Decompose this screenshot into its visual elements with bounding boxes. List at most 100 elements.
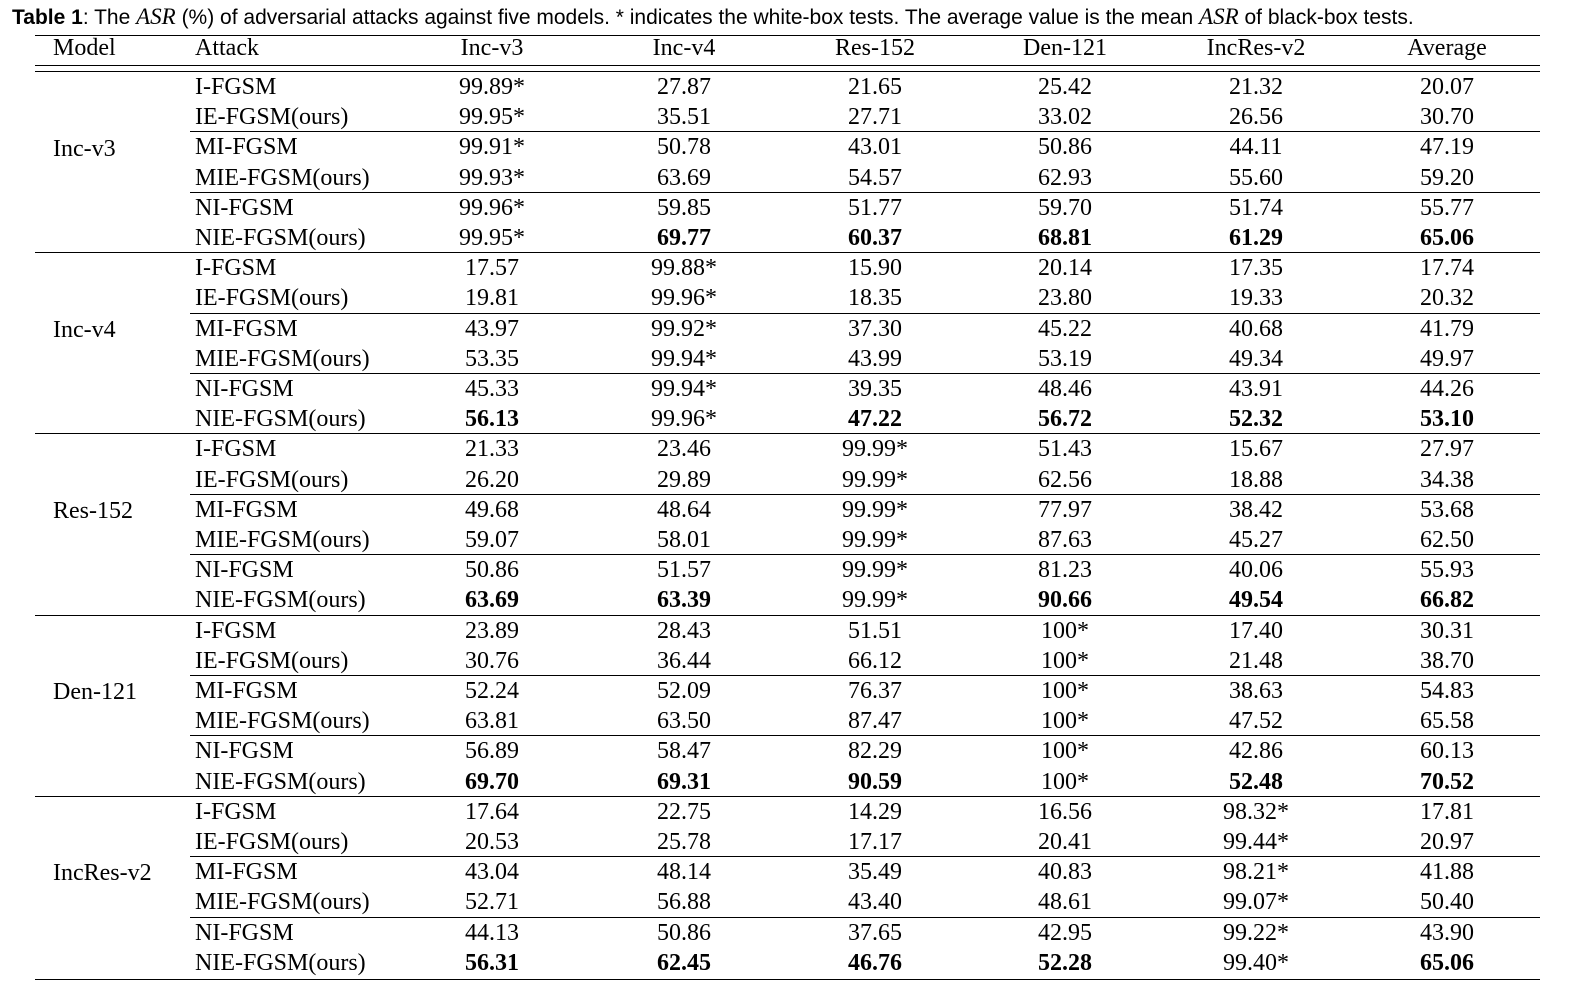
value-cell: 52.09 <box>657 678 711 704</box>
value-cell: 52.71 <box>465 889 519 916</box>
value-cell: 47.52 <box>1229 708 1283 735</box>
value-cell: 34.38 <box>1420 466 1474 493</box>
attack-label: NIE-FGSM(ours) <box>195 225 366 251</box>
value-cell: 98.21* <box>1223 859 1289 886</box>
subgroup-rule <box>190 916 1540 918</box>
value-cell: 43.90 <box>1420 919 1474 946</box>
attack-label: I-FGSM <box>195 617 277 644</box>
value-cell: 70.52 <box>1420 768 1474 795</box>
value-cell: 23.80 <box>1038 285 1092 312</box>
value-cell: 61.29 <box>1229 225 1283 251</box>
group-rule <box>35 433 1540 435</box>
value-cell: 51.57 <box>657 557 711 584</box>
value-cell: 48.61 <box>1038 889 1092 916</box>
value-cell: 17.74 <box>1420 255 1474 282</box>
value-cell: 21.33 <box>465 436 519 463</box>
value-cell: 51.43 <box>1038 436 1092 463</box>
caption-part: of black-box tests. <box>1238 6 1414 29</box>
attack-label: NIE-FGSM(ours) <box>195 406 366 433</box>
value-cell: 99.99* <box>842 496 908 523</box>
value-cell: 27.71 <box>848 104 902 131</box>
value-cell: 62.50 <box>1420 527 1474 553</box>
value-cell: 99.94* <box>651 376 717 402</box>
group-rule <box>35 614 1540 616</box>
value-cell: 100* <box>1041 647 1089 674</box>
value-cell: 20.41 <box>1038 829 1092 855</box>
value-cell: 62.56 <box>1038 466 1092 493</box>
value-cell: 99.99* <box>842 436 908 463</box>
attack-label: MI-FGSM <box>195 134 298 161</box>
value-cell: 47.19 <box>1420 134 1474 161</box>
value-cell: 63.69 <box>465 587 519 614</box>
value-cell: 99.91* <box>459 134 525 161</box>
value-cell: 51.51 <box>848 617 902 644</box>
attack-label: I-FGSM <box>195 255 277 282</box>
value-cell: 56.31 <box>465 949 519 976</box>
value-cell: 19.81 <box>465 285 519 312</box>
subgroup-rule <box>190 735 1540 737</box>
attack-label: NI-FGSM <box>195 557 294 584</box>
value-cell: 20.53 <box>465 829 519 855</box>
value-cell: 99.22* <box>1223 919 1289 946</box>
value-cell: 14.29 <box>848 798 902 825</box>
bottom-rule <box>35 978 1540 980</box>
value-cell: 55.77 <box>1420 194 1474 221</box>
caption-part: ASR <box>1199 4 1239 29</box>
attack-label: I-FGSM <box>195 436 277 463</box>
value-cell: 48.64 <box>657 496 711 523</box>
value-cell: 53.10 <box>1420 406 1474 433</box>
value-cell: 81.23 <box>1038 557 1092 584</box>
value-cell: 52.28 <box>1038 949 1092 976</box>
attack-label: NI-FGSM <box>195 738 294 765</box>
value-cell: 98.32* <box>1223 798 1289 825</box>
value-cell: 44.26 <box>1420 376 1474 402</box>
value-cell: 26.20 <box>465 466 519 493</box>
value-cell: 43.97 <box>465 315 519 342</box>
value-cell: 56.89 <box>465 738 519 765</box>
value-cell: 65.06 <box>1420 225 1474 251</box>
attack-label: MIE-FGSM(ours) <box>195 164 370 191</box>
value-cell: 19.33 <box>1229 285 1283 312</box>
value-cell: 55.93 <box>1420 557 1474 584</box>
value-cell: 100* <box>1041 708 1089 735</box>
value-cell: 30.70 <box>1420 104 1474 131</box>
value-cell: 43.91 <box>1229 376 1283 402</box>
value-cell: 53.19 <box>1038 345 1092 372</box>
caption-part: (%) of adversarial attacks against five … <box>175 6 1200 29</box>
value-cell: 21.32 <box>1229 74 1283 100</box>
column-header: Inc-v4 <box>652 35 716 61</box>
value-cell: 23.46 <box>657 436 711 463</box>
value-cell: 59.07 <box>465 527 519 553</box>
value-cell: 49.68 <box>465 496 519 523</box>
value-cell: 43.04 <box>465 859 519 886</box>
attack-label: IE-FGSM(ours) <box>195 104 349 131</box>
value-cell: 99.95* <box>459 104 525 131</box>
value-cell: 69.77 <box>657 225 711 251</box>
value-cell: 25.42 <box>1038 74 1092 100</box>
value-cell: 100* <box>1041 738 1089 765</box>
model-label: Inc-v3 <box>53 135 116 162</box>
value-cell: 66.82 <box>1420 587 1474 614</box>
value-cell: 43.99 <box>848 345 902 372</box>
table-caption: Table 1: The ASR (%) of adversarial atta… <box>12 4 1414 30</box>
value-cell: 45.27 <box>1229 527 1283 553</box>
subgroup-rule <box>190 191 1540 193</box>
value-cell: 99.96* <box>651 406 717 433</box>
subgroup-rule <box>190 674 1540 676</box>
value-cell: 22.75 <box>657 798 711 825</box>
value-cell: 50.86 <box>465 557 519 584</box>
attack-label: IE-FGSM(ours) <box>195 466 349 493</box>
value-cell: 43.01 <box>848 134 902 161</box>
value-cell: 62.93 <box>1038 164 1092 191</box>
group-rule <box>35 795 1540 797</box>
value-cell: 17.35 <box>1229 255 1283 282</box>
value-cell: 49.54 <box>1229 587 1283 614</box>
value-cell: 52.24 <box>465 678 519 704</box>
attack-label: MIE-FGSM(ours) <box>195 889 370 916</box>
attack-label: IE-FGSM(ours) <box>195 829 349 855</box>
value-cell: 17.64 <box>465 798 519 825</box>
value-cell: 90.59 <box>848 768 902 795</box>
attack-label: NIE-FGSM(ours) <box>195 587 366 614</box>
value-cell: 99.99* <box>842 466 908 493</box>
